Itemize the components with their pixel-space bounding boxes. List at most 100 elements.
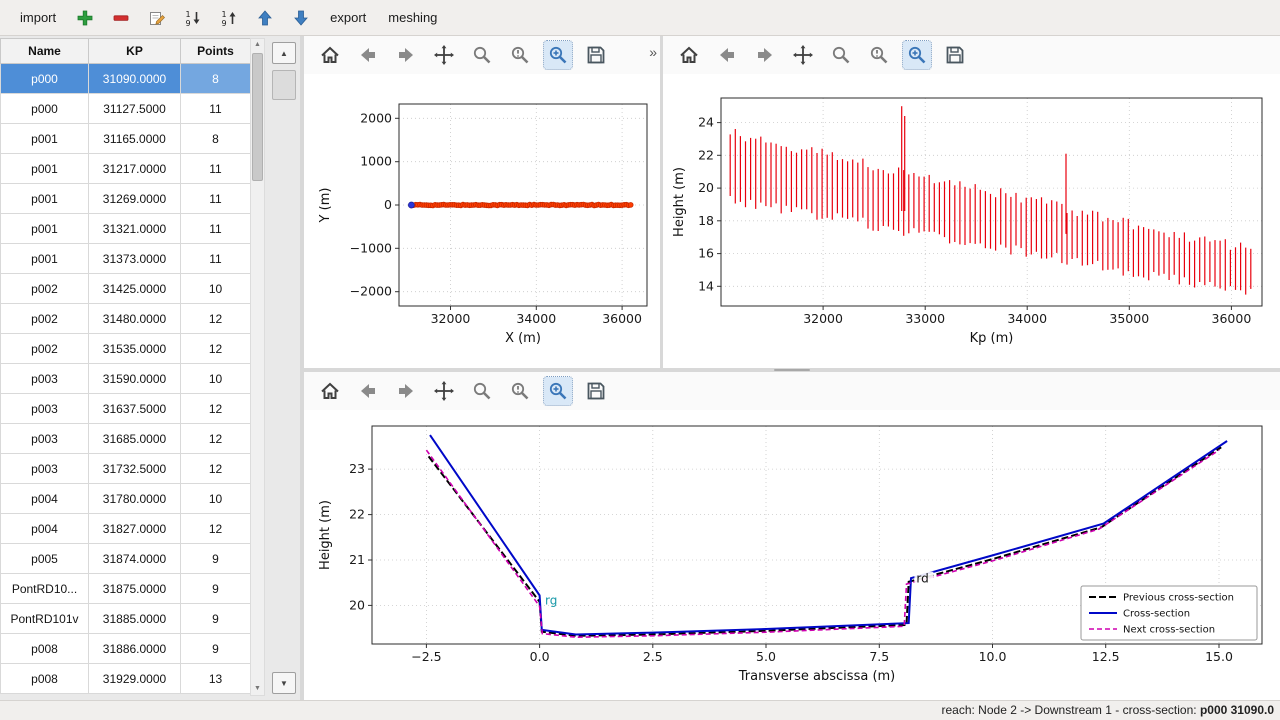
- back-icon[interactable]: [354, 41, 382, 69]
- cell-points[interactable]: 11: [180, 213, 251, 244]
- cell-name[interactable]: p003: [0, 393, 89, 424]
- table-row[interactable]: p001 31321.0000 11: [0, 213, 251, 244]
- cell-points[interactable]: 12: [180, 423, 251, 454]
- zoom-rect-icon[interactable]: [902, 40, 932, 70]
- cell-points[interactable]: 9: [180, 633, 251, 664]
- cell-kp[interactable]: 31269.0000: [88, 183, 181, 214]
- cell-name[interactable]: p003: [0, 423, 89, 454]
- cell-points[interactable]: 13: [180, 663, 251, 694]
- table-scrollbar[interactable]: ▲ ▼: [250, 38, 265, 696]
- cell-points[interactable]: 10: [180, 363, 251, 394]
- back-icon[interactable]: [713, 41, 741, 69]
- horizontal-splitter[interactable]: [304, 368, 1280, 372]
- cell-name[interactable]: p003: [0, 453, 89, 484]
- home-icon[interactable]: [316, 41, 344, 69]
- cell-kp[interactable]: 31425.0000: [88, 273, 181, 304]
- table-row[interactable]: p001 31269.0000 11: [0, 183, 251, 214]
- column-header-name[interactable]: Name: [0, 38, 89, 64]
- zoom-rect-icon[interactable]: [543, 40, 573, 70]
- cell-kp[interactable]: 31780.0000: [88, 483, 181, 514]
- cell-kp[interactable]: 31732.5000: [88, 453, 181, 484]
- cell-points[interactable]: 8: [180, 63, 251, 94]
- cell-points[interactable]: 11: [180, 153, 251, 184]
- table-row[interactable]: p008 31929.0000 13: [0, 663, 251, 694]
- cell-points[interactable]: 9: [180, 543, 251, 574]
- zoom-rect-icon[interactable]: [543, 376, 573, 406]
- table-row[interactable]: p001 31373.0000 11: [0, 243, 251, 274]
- cell-points[interactable]: 11: [180, 183, 251, 214]
- cell-kp[interactable]: 31637.5000: [88, 393, 181, 424]
- panel-scroll-up-button[interactable]: ▲: [272, 42, 296, 64]
- cell-name[interactable]: p004: [0, 483, 89, 514]
- table-row[interactable]: p004 31780.0000 10: [0, 483, 251, 514]
- cell-name[interactable]: p001: [0, 153, 89, 184]
- table-row[interactable]: PontRD10... 31875.0000 9: [0, 573, 251, 604]
- cell-kp[interactable]: 31321.0000: [88, 213, 181, 244]
- home-icon[interactable]: [316, 377, 344, 405]
- table-row[interactable]: p003 31590.0000 10: [0, 363, 251, 394]
- vertical-splitter[interactable]: [660, 36, 663, 368]
- cell-points[interactable]: 12: [180, 303, 251, 334]
- table-row[interactable]: p000 31127.5000 11: [0, 93, 251, 124]
- cell-kp[interactable]: 31590.0000: [88, 363, 181, 394]
- zoom-icon[interactable]: [827, 41, 855, 69]
- cell-kp[interactable]: 31874.0000: [88, 543, 181, 574]
- cell-name[interactable]: p001: [0, 183, 89, 214]
- export-button[interactable]: export: [330, 10, 367, 25]
- panel-scroll-down-button[interactable]: ▼: [272, 672, 296, 694]
- cell-points[interactable]: 9: [180, 603, 251, 634]
- table-row[interactable]: p001 31217.0000 11: [0, 153, 251, 184]
- cell-name[interactable]: PontRD10...: [0, 573, 89, 604]
- cell-points[interactable]: 12: [180, 333, 251, 364]
- table-row[interactable]: p001 31165.0000 8: [0, 123, 251, 154]
- cell-name[interactable]: p008: [0, 663, 89, 694]
- table-row[interactable]: p003 31685.0000 12: [0, 423, 251, 454]
- cell-points[interactable]: 8: [180, 123, 251, 154]
- column-header-points[interactable]: Points: [180, 38, 251, 64]
- cell-points[interactable]: 12: [180, 453, 251, 484]
- cell-kp[interactable]: 31875.0000: [88, 573, 181, 604]
- scroll-down-icon[interactable]: ▼: [254, 685, 261, 692]
- cell-name[interactable]: p005: [0, 543, 89, 574]
- table-row[interactable]: p003 31732.5000 12: [0, 453, 251, 484]
- table-row[interactable]: p002 31535.0000 12: [0, 333, 251, 364]
- cell-name[interactable]: p002: [0, 273, 89, 304]
- save-figure-icon[interactable]: [941, 41, 969, 69]
- axes-options-icon[interactable]: [506, 41, 534, 69]
- back-icon[interactable]: [354, 377, 382, 405]
- cell-name[interactable]: p008: [0, 633, 89, 664]
- zoom-icon[interactable]: [468, 377, 496, 405]
- scroll-up-icon[interactable]: ▲: [254, 41, 261, 48]
- cell-kp[interactable]: 31886.0000: [88, 633, 181, 664]
- cell-kp[interactable]: 31885.0000: [88, 603, 181, 634]
- meshing-button[interactable]: meshing: [388, 10, 438, 25]
- cell-points[interactable]: 10: [180, 273, 251, 304]
- cell-points[interactable]: 12: [180, 393, 251, 424]
- save-figure-icon[interactable]: [582, 41, 610, 69]
- import-button[interactable]: import: [20, 10, 57, 25]
- cell-kp[interactable]: 31373.0000: [88, 243, 181, 274]
- axes-options-icon[interactable]: [506, 377, 534, 405]
- cell-name[interactable]: p003: [0, 363, 89, 394]
- remove-cross-section-icon[interactable]: [110, 7, 132, 29]
- table-row[interactable]: p002 31480.0000 12: [0, 303, 251, 334]
- cell-name[interactable]: p002: [0, 303, 89, 334]
- cell-name[interactable]: p001: [0, 213, 89, 244]
- edit-icon[interactable]: [146, 7, 168, 29]
- cell-name[interactable]: p001: [0, 123, 89, 154]
- cell-kp[interactable]: 31827.0000: [88, 513, 181, 544]
- cell-name[interactable]: p000: [0, 93, 89, 124]
- pan-icon[interactable]: [789, 41, 817, 69]
- save-figure-icon[interactable]: [582, 377, 610, 405]
- cell-points[interactable]: 11: [180, 93, 251, 124]
- splitter-handle[interactable]: [774, 369, 810, 371]
- cell-name[interactable]: PontRD101v: [0, 603, 89, 634]
- zoom-icon[interactable]: [468, 41, 496, 69]
- toolbar-overflow-chevron[interactable]: »: [649, 44, 657, 60]
- axes-options-icon[interactable]: [865, 41, 893, 69]
- cell-name[interactable]: p000: [0, 63, 89, 94]
- table-row[interactable]: p008 31886.0000 9: [0, 633, 251, 664]
- home-icon[interactable]: [675, 41, 703, 69]
- pan-icon[interactable]: [430, 377, 458, 405]
